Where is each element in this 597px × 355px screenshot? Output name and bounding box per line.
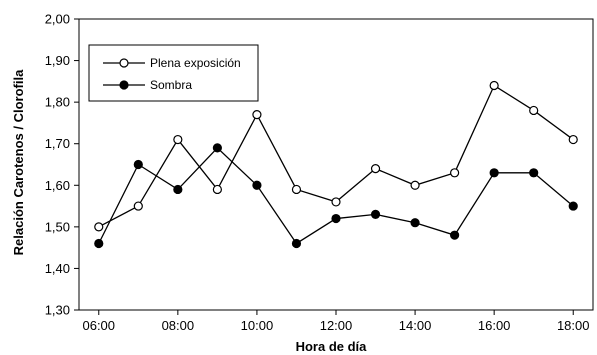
y-tick-label: 1,70 — [45, 136, 70, 151]
data-point — [291, 184, 302, 195]
data-point — [370, 164, 381, 174]
data-point — [489, 80, 499, 91]
x-axis: 06:00 08:00 10:00 12:00 14:00 16:00 18:00 — [82, 310, 590, 333]
x-axis-title: Hora de día — [296, 339, 368, 354]
x-tick-label: 12:00 — [320, 318, 353, 333]
data-point — [133, 159, 143, 170]
data-point — [568, 201, 578, 211]
y-axis-title: Relación Carotenos / Clorofila — [11, 69, 26, 255]
data-point — [410, 180, 420, 190]
data-point — [410, 218, 420, 228]
legend-marker — [119, 58, 129, 68]
data-point — [173, 184, 183, 195]
data-point — [529, 168, 539, 178]
legend: Plena exposición Sombra — [88, 44, 259, 102]
data-point — [331, 213, 341, 224]
data-point — [212, 184, 222, 195]
data-point — [450, 168, 460, 178]
y-tick-label: 1,60 — [45, 178, 70, 193]
legend-box — [88, 44, 259, 102]
data-point — [331, 197, 341, 207]
data-point — [568, 134, 578, 145]
data-point — [370, 209, 381, 219]
series-line-2 — [98, 146, 574, 245]
x-tick-label: 08:00 — [162, 318, 195, 333]
y-tick-label: 1,50 — [45, 219, 70, 234]
y-tick-label: 1,90 — [45, 53, 70, 68]
data-point — [489, 168, 499, 178]
data-point — [94, 238, 104, 249]
x-tick-label: 10:00 — [241, 318, 274, 333]
y-tick-label: 1,30 — [45, 303, 70, 318]
data-point — [252, 180, 262, 190]
data-point — [252, 110, 262, 120]
y-tick-label: 1,80 — [45, 95, 70, 110]
data-point — [212, 143, 222, 153]
x-tick-label: 14:00 — [399, 318, 432, 333]
series-layer — [94, 80, 578, 249]
data-point — [450, 230, 460, 240]
data-point — [173, 134, 183, 145]
x-tick-label: 16:00 — [478, 318, 511, 333]
x-tick-label: 18:00 — [557, 318, 590, 333]
legend-marker — [119, 80, 129, 90]
y-tick-label: 2,00 — [45, 12, 70, 27]
data-point — [529, 105, 539, 116]
y-axis: 1,30 1,40 1,50 1,60 1,70 1,80 1,90 2,00 — [45, 12, 79, 318]
data-point — [133, 201, 143, 211]
x-tick-label: 06:00 — [82, 318, 115, 333]
data-point — [291, 238, 302, 249]
legend-label: Plena exposición — [150, 56, 241, 70]
y-tick-label: 1,40 — [45, 261, 70, 276]
data-point — [94, 222, 104, 232]
legend-label: Sombra — [150, 78, 192, 92]
